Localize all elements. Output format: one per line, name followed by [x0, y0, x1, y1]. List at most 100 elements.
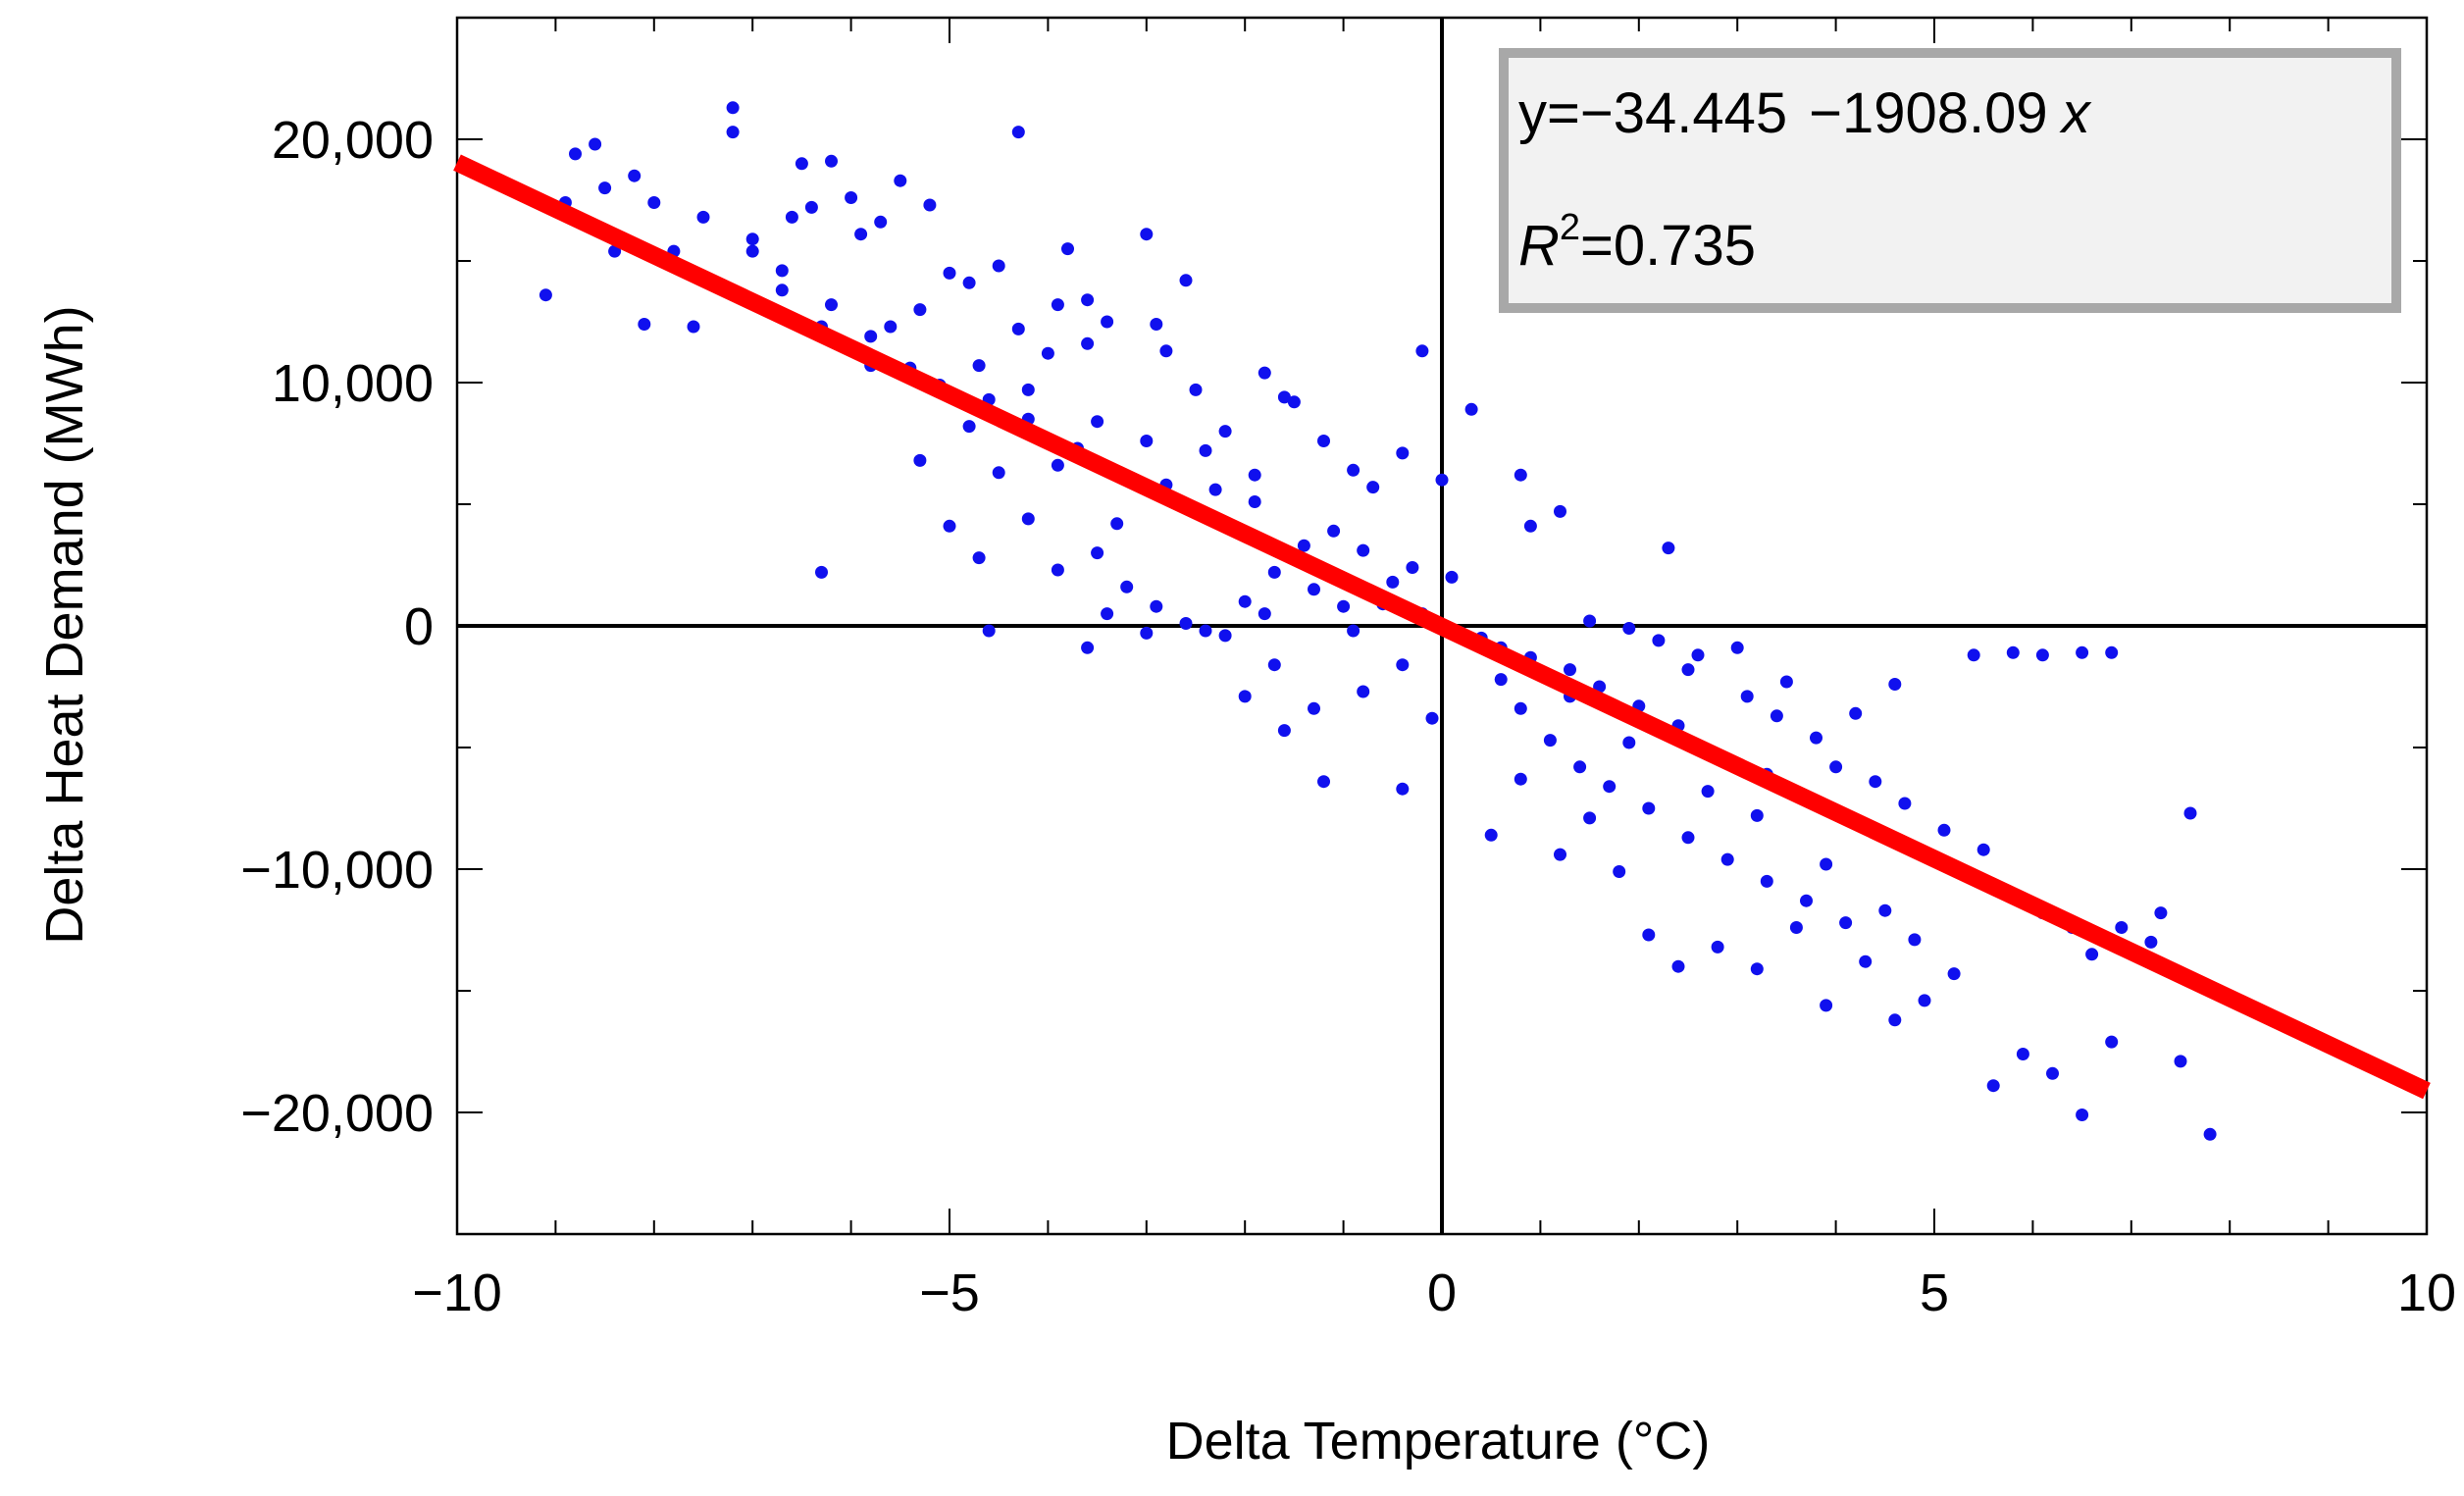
data-point — [2115, 921, 2129, 934]
data-point — [1720, 852, 1734, 866]
data-point — [1297, 539, 1310, 552]
data-point — [1101, 607, 1114, 621]
data-point — [1159, 344, 1173, 358]
data-point — [687, 320, 700, 334]
data-point — [1308, 701, 1320, 715]
data-point — [1238, 594, 1252, 608]
data-point — [1839, 916, 1853, 930]
data-point — [1691, 648, 1705, 662]
data-point — [825, 154, 838, 168]
data-point — [1101, 315, 1114, 329]
data-point — [1514, 772, 1527, 786]
data-point — [795, 157, 808, 171]
data-point — [1081, 336, 1095, 350]
data-point — [1918, 994, 1931, 1007]
data-point — [1770, 709, 1783, 723]
data-point — [1248, 468, 1261, 482]
data-point — [1800, 894, 1813, 907]
data-point — [1199, 624, 1212, 638]
data-point — [1248, 495, 1261, 508]
data-point — [1564, 663, 1576, 677]
data-point — [1829, 760, 1843, 774]
data-point — [1258, 607, 1271, 621]
y-tick-label: 20,000 — [272, 111, 434, 170]
data-point — [1750, 962, 1764, 976]
data-point — [1789, 921, 1803, 934]
data-point — [1267, 658, 1281, 672]
data-point — [982, 624, 996, 638]
x-tick-label: −10 — [412, 1264, 502, 1322]
data-point — [2174, 1055, 2187, 1068]
equation-lhs: y — [1518, 81, 1547, 145]
legend-equation: y=−34.445 −1908.09 x — [1518, 81, 2092, 145]
data-point — [1081, 293, 1095, 307]
data-point — [1603, 780, 1617, 794]
data-point — [1011, 322, 1025, 335]
data-point — [1583, 811, 1597, 825]
data-point — [1976, 843, 1990, 856]
data-point — [1750, 808, 1764, 822]
data-point — [1021, 383, 1035, 396]
data-point — [745, 232, 759, 246]
y-tick-label: −10,000 — [240, 841, 434, 900]
data-point — [785, 210, 798, 224]
data-point — [864, 330, 878, 343]
data-point — [815, 565, 828, 579]
data-point — [608, 244, 622, 258]
data-point — [1820, 999, 1833, 1012]
data-point — [696, 210, 710, 224]
legend-box — [1499, 48, 2401, 313]
data-point — [1662, 542, 1675, 555]
data-point — [1701, 785, 1715, 799]
data-point — [1179, 617, 1193, 630]
data-point — [1573, 760, 1587, 774]
data-point — [1347, 463, 1360, 477]
data-point — [943, 519, 956, 533]
data-point — [913, 303, 927, 317]
data-point — [1277, 390, 1291, 404]
data-point — [1327, 524, 1341, 538]
data-point — [1435, 473, 1449, 487]
data-point — [1179, 274, 1193, 287]
data-point — [992, 259, 1005, 273]
data-point — [962, 276, 976, 289]
data-point — [1779, 675, 1793, 689]
data-point — [1445, 570, 1459, 584]
data-point — [1357, 685, 1370, 698]
data-point — [1849, 706, 1863, 720]
data-point — [2203, 1127, 2217, 1141]
data-point — [1642, 801, 1656, 815]
data-point — [2144, 935, 2158, 949]
legend-r-squared: R2=0.735 — [1518, 207, 1756, 278]
data-point — [1820, 857, 1833, 871]
data-point — [1140, 435, 1154, 447]
data-point — [1396, 446, 1410, 460]
data-point — [1810, 731, 1822, 745]
data-point — [1267, 565, 1281, 579]
data-point — [1317, 435, 1330, 447]
data-point — [1011, 126, 1025, 139]
data-point — [1908, 933, 1922, 947]
r2-symbol: R — [1518, 214, 1560, 278]
data-point — [2035, 648, 2049, 662]
data-point — [1642, 928, 1656, 942]
data-point — [1711, 940, 1724, 954]
data-point — [1613, 865, 1626, 878]
data-point — [1898, 797, 1912, 810]
y-tick-labels: 20,000 10,000 0 −10,000 −20,000 — [240, 111, 434, 1143]
data-point — [2085, 948, 2099, 961]
r2-exponent: 2 — [1560, 207, 1580, 248]
data-point — [539, 288, 552, 302]
data-point — [1277, 724, 1291, 738]
data-point — [1357, 543, 1370, 557]
data-point — [1218, 425, 1232, 438]
data-point — [1258, 366, 1271, 380]
data-point — [1150, 599, 1163, 613]
r2-value: 0.735 — [1614, 214, 1756, 278]
data-point — [1120, 580, 1134, 593]
data-point — [1947, 967, 1961, 981]
data-point — [913, 453, 927, 467]
y-tick-label: −20,000 — [240, 1084, 434, 1143]
data-point — [962, 420, 976, 434]
data-point — [943, 266, 956, 280]
